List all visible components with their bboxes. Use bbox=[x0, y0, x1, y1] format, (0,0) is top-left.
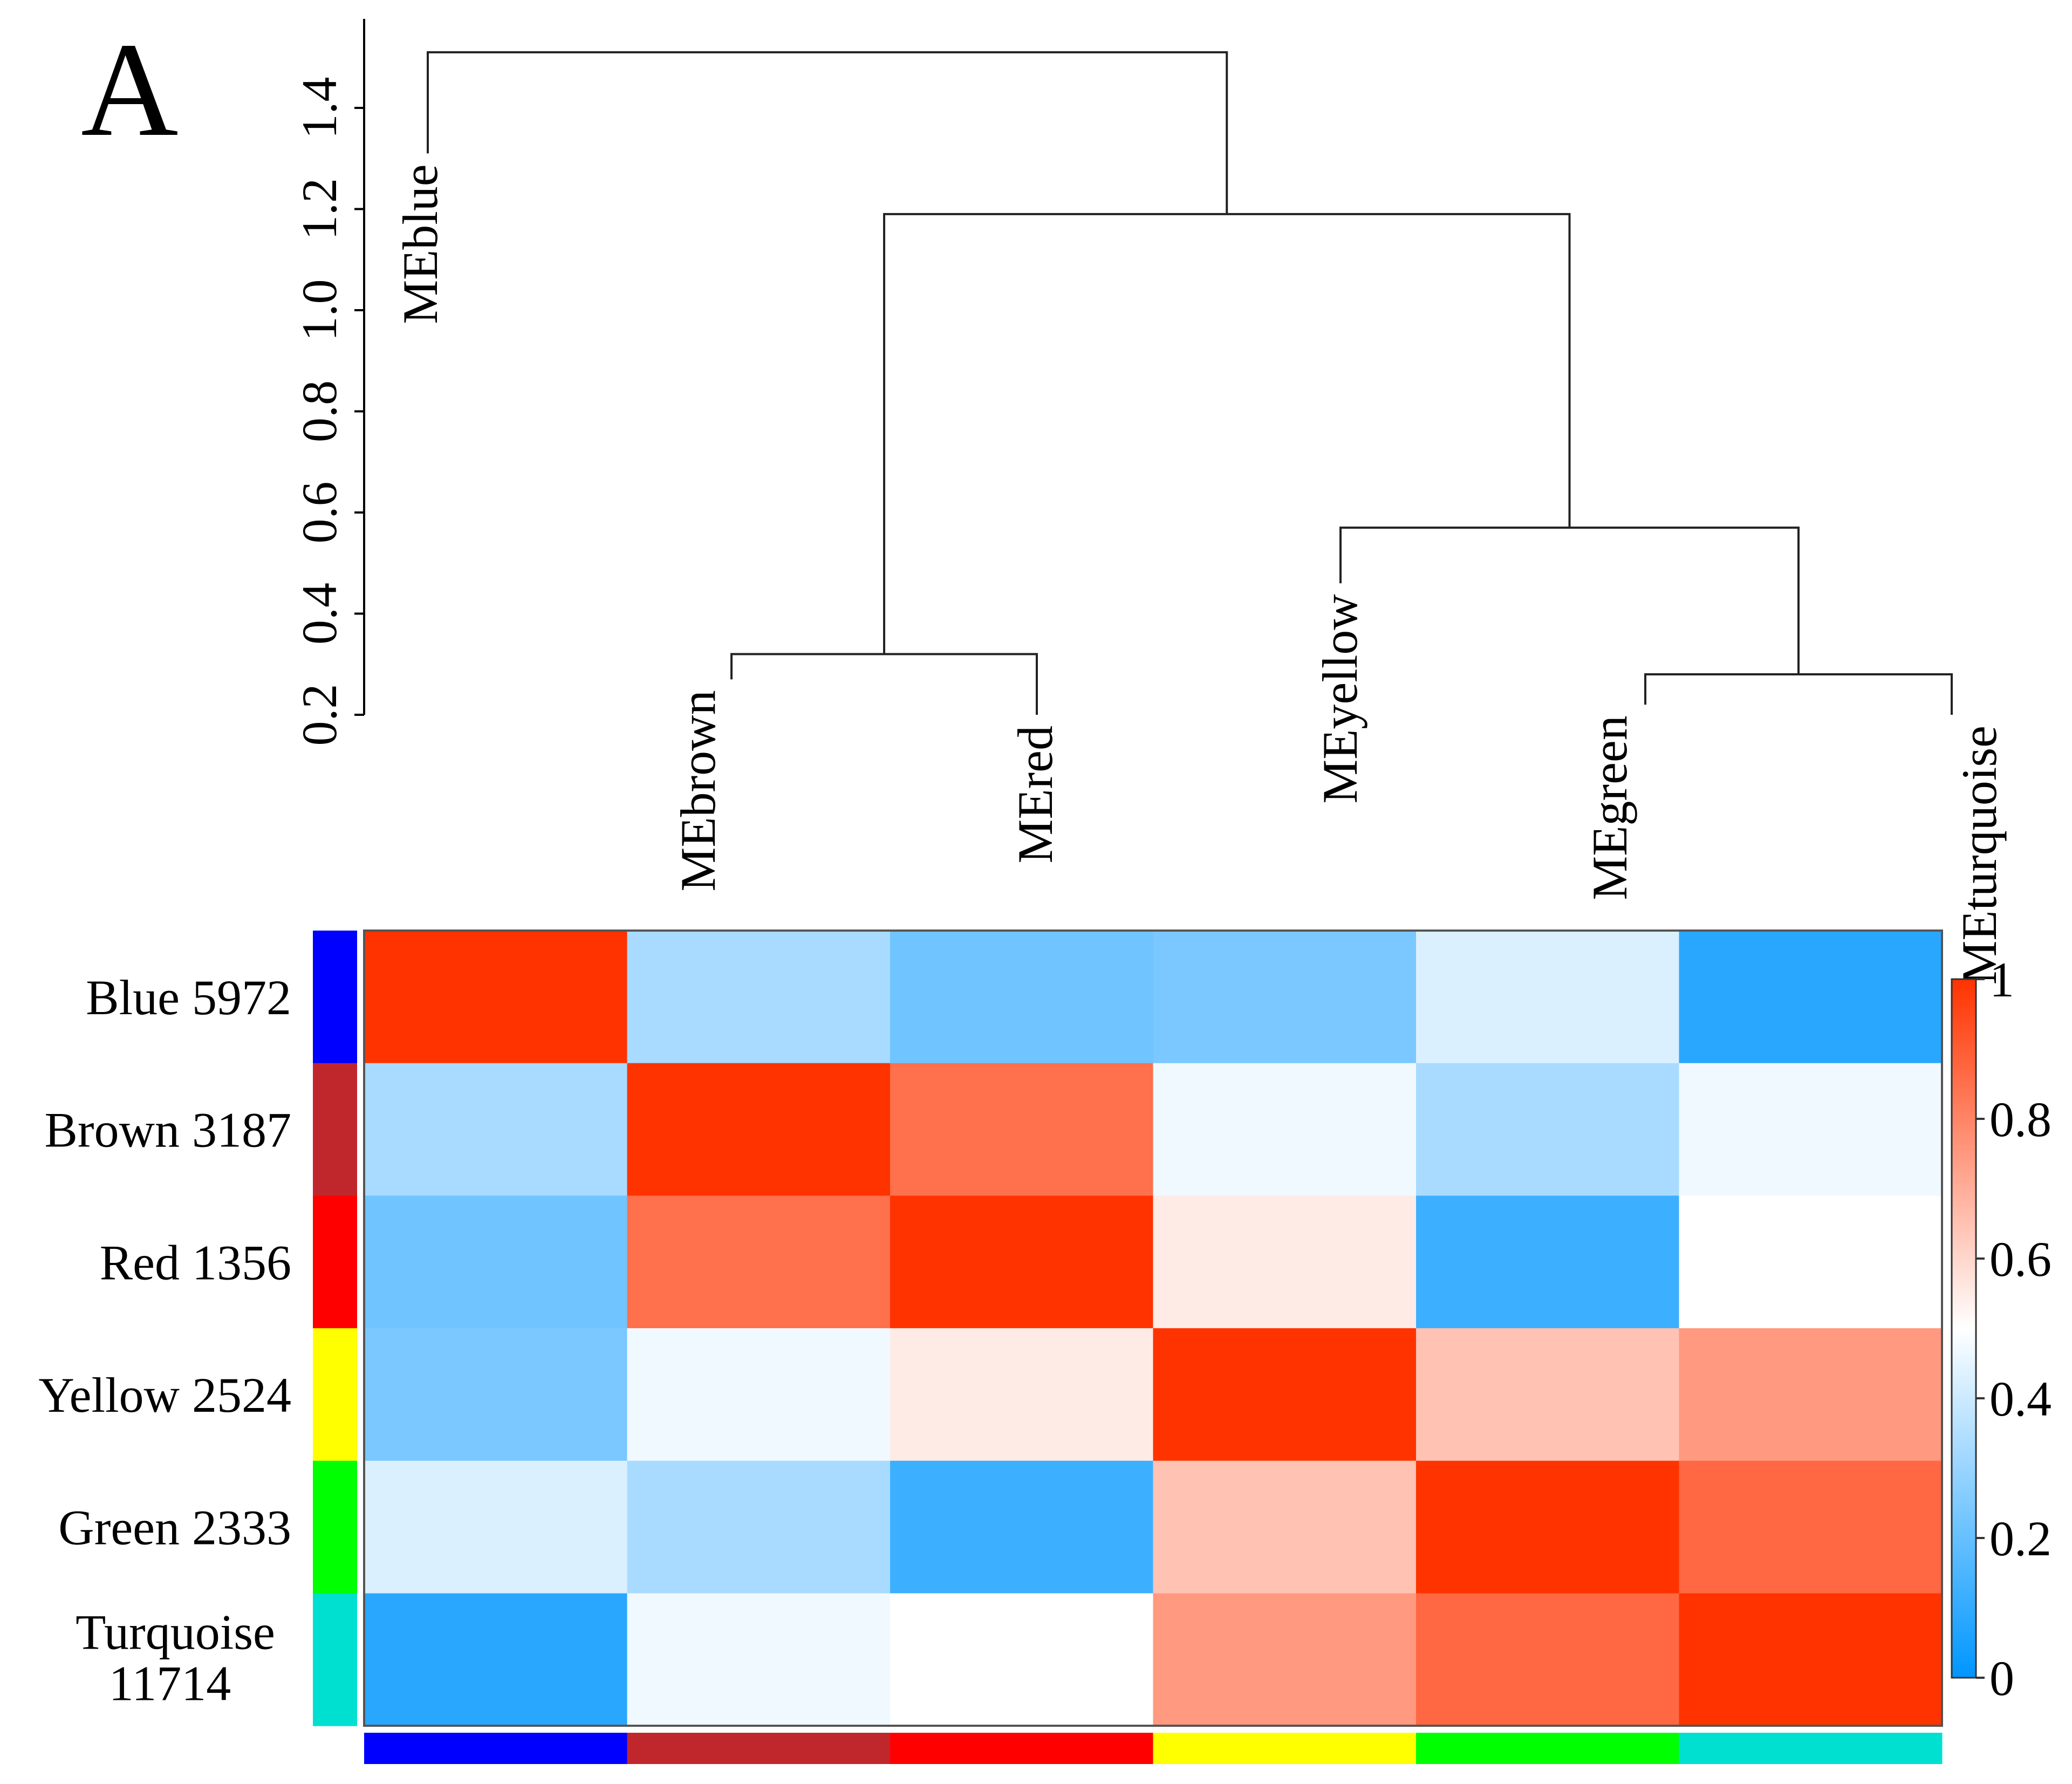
row-label: Yellow 2524 bbox=[38, 1368, 291, 1423]
dendrogram-y-tick-label: 0.4 bbox=[292, 583, 347, 645]
heatmap-cell bbox=[1416, 1063, 1679, 1196]
heatmap-cell bbox=[890, 1063, 1153, 1196]
colorbar-tick-label: 0.4 bbox=[1989, 1371, 2052, 1426]
heatmap-border bbox=[363, 929, 1943, 1727]
dendrogram-y-tick-label: 0.2 bbox=[292, 684, 347, 746]
heatmap-cell bbox=[890, 1593, 1153, 1726]
heatmap-cell bbox=[1416, 1328, 1679, 1461]
heatmap-cell bbox=[627, 1195, 891, 1329]
dendrogram-y-tick-label: 1.2 bbox=[292, 178, 347, 240]
row-label: Brown 3187 bbox=[45, 1103, 291, 1158]
heatmap-cell bbox=[1153, 1195, 1417, 1329]
dendrogram-y-tick-label: 1.0 bbox=[292, 279, 347, 341]
heatmap-cell bbox=[1416, 1460, 1679, 1594]
dendrogram-link bbox=[1339, 527, 1800, 674]
heatmap-cell bbox=[364, 1195, 627, 1329]
dendrogram-leaf-label: MEturquoise bbox=[1952, 726, 2007, 985]
colorbar-gradient bbox=[1951, 978, 1977, 1679]
colorbar-tick-label: 0.6 bbox=[1989, 1232, 2052, 1287]
heatmap-cell bbox=[890, 1460, 1153, 1594]
heatmap: Blue 5972 Brown 3187 Red 1356 Yellow 2524 Gr… bbox=[38, 929, 1943, 1764]
row-color-bar bbox=[313, 1328, 357, 1461]
colorbar-tick-label: 0.2 bbox=[1989, 1511, 2052, 1566]
dendrogram-link bbox=[883, 213, 1571, 654]
colorbar-ticks: 0 0.2 0.4 0.6 0.8 1 bbox=[1976, 952, 2052, 1706]
heatmap-cells bbox=[364, 931, 1943, 1726]
dendrogram-leaf-label: MEyellow bbox=[1312, 594, 1367, 804]
colorbar-tick-label: 0.8 bbox=[1989, 1092, 2052, 1147]
heatmap-cell bbox=[890, 931, 1153, 1064]
column-color-bar bbox=[1153, 1733, 1417, 1764]
heatmap-cell bbox=[1679, 1063, 1943, 1196]
colorbar: 0 0.2 0.4 0.6 0.8 1 bbox=[1951, 952, 2052, 1706]
heatmap-cell bbox=[364, 1593, 627, 1726]
dendrogram-links bbox=[427, 51, 1953, 715]
heatmap-cell bbox=[1679, 1195, 1943, 1329]
heatmap-cell bbox=[1153, 1328, 1417, 1461]
row-label: Green 2333 bbox=[58, 1500, 291, 1555]
heatmap-cell bbox=[364, 1063, 627, 1196]
row-color-bar bbox=[313, 1195, 357, 1329]
row-color-bar bbox=[313, 1460, 357, 1594]
row-labels: Blue 5972 Brown 3187 Red 1356 Yellow 2524 Gr… bbox=[38, 970, 291, 1711]
heatmap-cell bbox=[1416, 1593, 1679, 1726]
dendrogram-y-tick-label: 0.6 bbox=[292, 482, 347, 544]
row-color-bar bbox=[313, 931, 357, 1064]
heatmap-cell bbox=[1679, 1328, 1943, 1461]
dendrogram-link bbox=[427, 51, 1228, 214]
colorbar-tick-label: 0 bbox=[1989, 1651, 2014, 1706]
dendrogram-y-ticks: 0.2 0.4 0.6 0.8 1.0 1.2 1.4 bbox=[292, 77, 364, 746]
heatmap-cell bbox=[1416, 1195, 1679, 1329]
heatmap-cell bbox=[627, 1593, 891, 1726]
column-color-bar bbox=[890, 1733, 1153, 1764]
heatmap-cell bbox=[364, 1460, 627, 1594]
column-color-bar bbox=[627, 1733, 891, 1764]
dendrogram-link bbox=[1644, 673, 1953, 715]
dendrogram-y-tick-label: 1.4 bbox=[292, 77, 347, 139]
column-color-bar bbox=[1679, 1733, 1943, 1764]
dendrogram-leaf-label: MEgreen bbox=[1582, 715, 1637, 900]
row-color-bar bbox=[313, 1063, 357, 1196]
heatmap-cell bbox=[1153, 1593, 1417, 1726]
heatmap-cell bbox=[627, 1063, 891, 1196]
dendrogram: 0.2 0.4 0.6 0.8 1.0 1.2 1.4 MEblue MEbrown MEred… bbox=[292, 19, 2007, 985]
dendrogram-y-tick-label: 0.8 bbox=[292, 380, 347, 442]
heatmap-cell bbox=[1153, 931, 1417, 1064]
heatmap-cell bbox=[1679, 1460, 1943, 1594]
dendrogram-leaf-label: MEblue bbox=[393, 164, 448, 324]
heatmap-cell bbox=[890, 1195, 1153, 1329]
heatmap-cell bbox=[1153, 1460, 1417, 1594]
dendrogram-leaf-label: MEred bbox=[1008, 726, 1063, 863]
heatmap-cell bbox=[1679, 931, 1943, 1064]
row-color-bars bbox=[313, 931, 357, 1726]
row-label: Red 1356 bbox=[100, 1235, 291, 1290]
heatmap-cell bbox=[1416, 931, 1679, 1064]
dendrogram-leaf-labels: MEblue MEbrown MEred MEyellow MEgreen MEturqu… bbox=[393, 164, 2007, 985]
colorbar-tick-label: 1 bbox=[1989, 952, 2014, 1007]
row-color-bar bbox=[313, 1593, 357, 1726]
heatmap-cell bbox=[627, 1460, 891, 1594]
dendrogram-link bbox=[730, 653, 1038, 715]
heatmap-cell bbox=[364, 931, 627, 1064]
heatmap-cell bbox=[890, 1328, 1153, 1461]
row-label: Turquoise 11714 bbox=[76, 1604, 275, 1711]
heatmap-cell bbox=[1679, 1593, 1943, 1726]
dendrogram-leaf-label: MEbrown bbox=[671, 690, 726, 891]
column-color-bars bbox=[364, 1733, 1943, 1764]
column-color-bar bbox=[364, 1733, 627, 1764]
row-label: Blue 5972 bbox=[86, 970, 291, 1025]
column-color-bar bbox=[1416, 1733, 1679, 1764]
heatmap-cell bbox=[1153, 1063, 1417, 1196]
heatmap-cell bbox=[627, 931, 891, 1064]
panel-label: A bbox=[81, 15, 179, 165]
heatmap-cell bbox=[627, 1328, 891, 1461]
heatmap-cell bbox=[364, 1328, 627, 1461]
